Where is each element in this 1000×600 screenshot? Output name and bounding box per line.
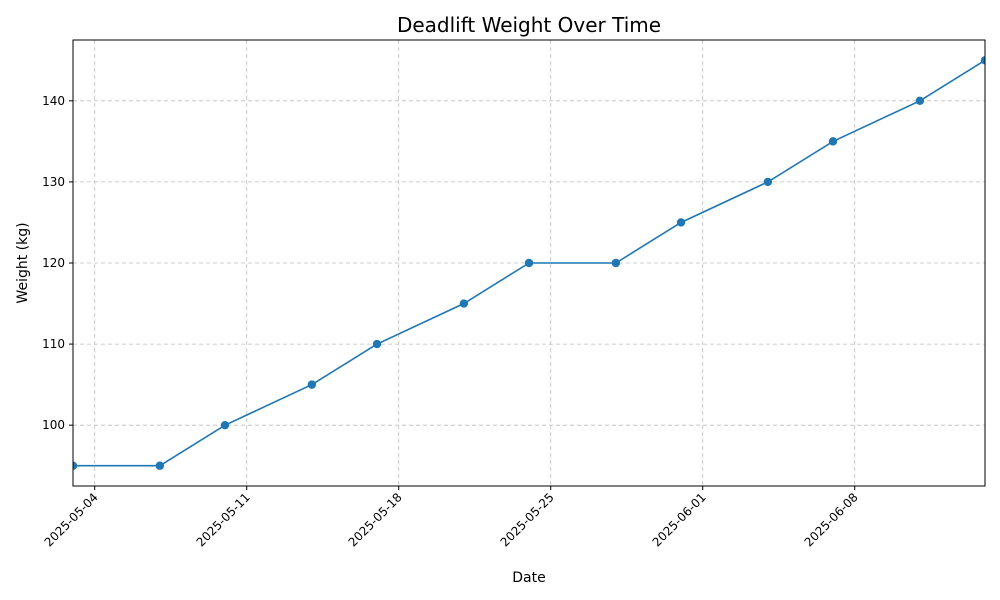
data-point [524,258,534,268]
data-point [372,339,382,349]
x-tick-label: 2025-05-04 [42,490,101,549]
y-tick-label: 100 [42,418,65,432]
data-point [73,461,78,470]
data-point [915,96,925,106]
chart-title: Deadlift Weight Over Time [397,13,661,37]
data-point [980,56,985,65]
data-point [307,380,317,389]
grid [73,40,985,486]
x-tick-label: 2025-05-18 [346,490,405,549]
data-point [459,299,469,308]
x-axis-label: Date [512,570,545,586]
data-point [676,218,686,227]
x-axis-ticks: 2025-05-04 2025-05-11 2025-05-18 2025-05-25… [42,486,861,549]
data-point [155,461,165,470]
data-point [611,258,621,268]
data-point [220,420,230,430]
y-tick-label: 120 [42,256,65,270]
y-tick-label: 140 [42,94,65,108]
x-tick-label: 2025-06-08 [802,490,861,549]
data-point [828,137,838,146]
y-tick-label: 130 [42,175,65,189]
series-layer [73,56,985,470]
data-point [763,177,773,187]
y-axis-label: Weight (kg) [15,222,31,303]
y-tick-label: 110 [42,337,65,351]
x-tick-label: 2025-05-11 [194,490,253,549]
x-tick-label: 2025-06-01 [650,490,709,549]
x-tick-label: 2025-05-25 [498,490,557,549]
y-axis-ticks: 100 110 120 130 140 [42,94,73,432]
